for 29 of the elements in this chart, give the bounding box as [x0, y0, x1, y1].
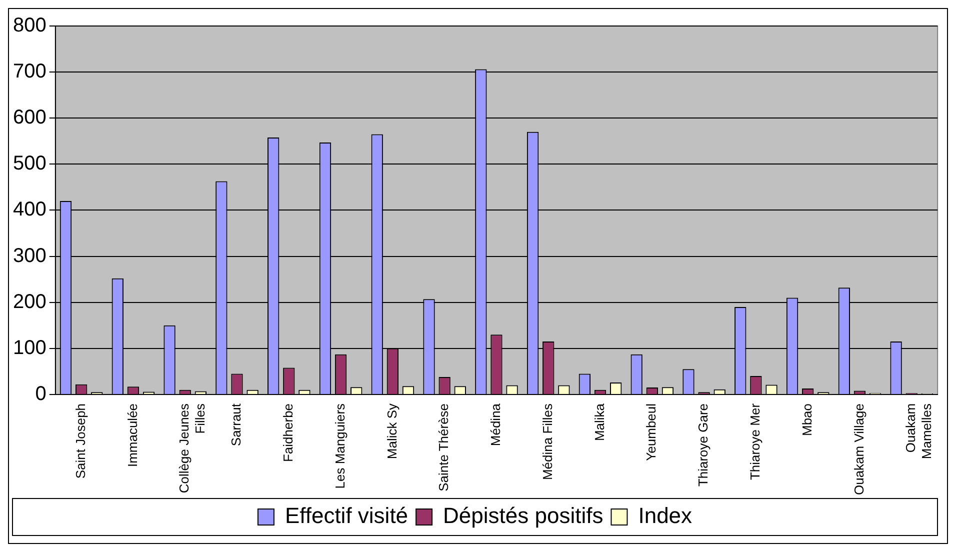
x-tick-label: Mbao [799, 403, 814, 436]
y-tick-label: 400 [12, 198, 46, 221]
x-tick-label: Thiaroye Mer [748, 402, 763, 480]
legend-label: Dépistés positifs [443, 503, 604, 528]
x-tick-label: Médina [488, 402, 504, 446]
x-tick-label: Ouakam Village [851, 403, 866, 496]
x-tick-label: Malick Sy [384, 402, 400, 460]
x-tick-label: Faidherbe [280, 403, 296, 462]
y-tick-label: 0 [35, 382, 46, 405]
legend-label: Effectif visité [284, 503, 408, 528]
x-tick-label: Les Manguiers [332, 402, 348, 489]
x-tick-label: Yeumbeul [644, 403, 659, 461]
y-tick-label: 100 [12, 336, 46, 359]
x-tick-label: Médina Filles [540, 402, 555, 480]
x-tick-label: Saint Joseph [72, 403, 88, 479]
legend-label: Index [638, 503, 692, 528]
x-tick-label: Ouakam Mamelles [903, 402, 934, 460]
y-tick-label: 500 [12, 152, 46, 175]
y-tick-label: 700 [12, 60, 46, 83]
x-tick-label: Collège Jeunes Filles [176, 402, 208, 494]
y-tick-label: 600 [12, 106, 46, 129]
y-tick-label: 200 [12, 290, 46, 313]
x-tick-label: Malika [592, 402, 607, 442]
x-tick-label: Sainte Thérèse [436, 403, 452, 492]
x-tick-label: Sarraut [228, 403, 244, 446]
x-tick-label: Immaculée [124, 403, 140, 468]
x-tick-label: Thiaroye Gare [696, 403, 711, 487]
y-tick-label: 800 [12, 14, 46, 37]
y-tick-label: 300 [12, 244, 46, 267]
